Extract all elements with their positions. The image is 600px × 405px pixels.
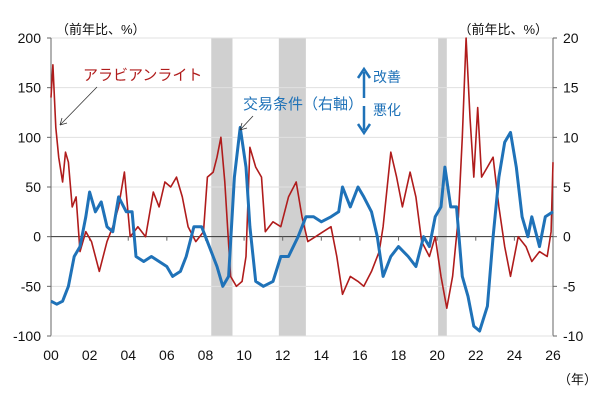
left-tick-label: 200	[18, 30, 42, 46]
x-tick-label: 14	[314, 347, 330, 363]
right-tick-label: -10	[563, 328, 583, 344]
x-tick-label: 16	[352, 347, 368, 363]
right-tick-label: 20	[563, 30, 579, 46]
right-tick-label: 5	[563, 179, 571, 195]
x-tick-label: 00	[43, 347, 59, 363]
left-tick-label: 150	[18, 80, 42, 96]
x-tick-label: 12	[275, 347, 291, 363]
left-tick-label: 50	[25, 179, 41, 195]
annotation-worsen: 悪化	[373, 102, 401, 118]
x-tick-label: 02	[82, 347, 98, 363]
x-tick-label: 08	[198, 347, 214, 363]
x-tick-label: 06	[159, 347, 175, 363]
left-tick-label: 100	[18, 129, 42, 145]
series-lines	[50, 37, 554, 333]
x-tick-label: 04	[120, 347, 136, 363]
x-tick-label: 22	[468, 347, 484, 363]
down-arrow-icon	[356, 106, 372, 136]
annotation-improve: 改善	[373, 69, 401, 85]
right-tick-label: -5	[563, 278, 576, 294]
series-terms-of-trade	[50, 125, 554, 333]
x-tick-label: 20	[429, 347, 445, 363]
legend-arabian-light: アラビアンライト	[83, 67, 202, 84]
legend-arabian-light-pointer	[59, 86, 98, 126]
x-tick-label: 10	[236, 347, 252, 363]
left-tick-label: -100	[13, 328, 41, 344]
legend-terms-of-trade-pointer	[239, 115, 254, 131]
right-tick-label: 15	[563, 80, 579, 96]
left-tick-label: -50	[21, 278, 41, 294]
x-tick-label: 24	[507, 347, 523, 363]
x-tick-label: 18	[391, 347, 407, 363]
pointer-arrowhead-icon	[239, 122, 248, 131]
legend-terms-of-trade: 交易条件（右軸）	[243, 95, 363, 113]
left-axis-unit: （前年比、%）	[56, 22, 146, 37]
right-axis-unit: （前年比、%）	[458, 22, 548, 37]
pointer-arrowhead-icon	[59, 117, 68, 126]
right-tick-label: 0	[563, 229, 571, 245]
x-tick-label: 26	[545, 347, 561, 363]
right-tick-label: 10	[563, 129, 579, 145]
up-arrow-icon	[356, 66, 372, 98]
x-axis-unit: （年）	[558, 372, 597, 387]
left-tick-label: 0	[33, 229, 41, 245]
